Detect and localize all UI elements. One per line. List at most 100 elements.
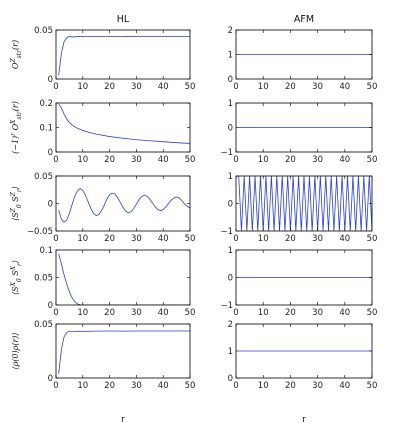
x-tick-label: 20 [104,234,115,244]
x-tick-label: 40 [158,234,169,244]
y-tick-label: −0.05 [27,227,53,237]
y-tick-label: 0.05 [34,320,53,330]
x-tick-label: 50 [185,234,196,244]
y-tick-label: 0.05 [34,172,53,182]
x-tick-label: 30 [312,308,323,318]
series-line-1-0-0 [58,103,190,144]
x-tick-label: 40 [158,308,169,318]
x-tick-label: 20 [104,381,115,391]
x-tick-label: 20 [104,308,115,318]
panel-3-0: 0 10 20 30 40 50 0 0.05 0.1 ⟨SX0 SXr⟩ [10,246,195,318]
y-tick-label: 0.2 [39,99,53,109]
panel-0-1: 0 10 20 30 40 50 0 1 2 [228,26,378,92]
x-tick-label: 10 [258,82,269,92]
x-tick-label: 0 [233,82,238,92]
x-tick-label: 40 [158,155,169,165]
y-tick-label: 1 [228,246,233,256]
plot-frame [55,175,191,232]
x-tick-label: 0 [53,234,58,244]
x-tick-label: 10 [258,155,269,165]
y-tick-label: 0.1 [39,246,53,256]
x-tick-label: 50 [367,234,378,244]
x-tick-label: 30 [131,155,142,165]
x-tick-label: 20 [104,155,115,165]
y-tick-label: 0 [228,75,233,85]
y-tick-label: 1 [228,347,233,357]
x-tick-label: 10 [258,381,269,391]
x-tick-label: 30 [312,82,323,92]
x-tick-label: 40 [339,234,350,244]
x-tick-label: 30 [312,155,323,165]
x-tick-label: 40 [339,155,350,165]
panel-3-1: 0 10 20 30 40 50−101 [220,246,377,318]
x-axis-label-afm: r [302,415,306,423]
series-line-2-1-0 [238,176,372,231]
x-tick-label: 40 [339,82,350,92]
y-tick-label: 0 [228,374,233,384]
x-tick-label: 0 [53,155,58,165]
y-tick-label: 0 [228,200,233,210]
x-tick-label: 20 [285,234,296,244]
x-tick-label: 10 [77,155,88,165]
x-tick-label: 0 [53,308,58,318]
x-tick-label: 10 [258,308,269,318]
x-tick-label: 40 [339,308,350,318]
y-tick-label: 0 [48,200,53,210]
x-tick-label: 10 [77,234,88,244]
x-tick-label: 30 [131,234,142,244]
y-tick-label: 2 [228,26,233,36]
x-tick-label: 50 [367,381,378,391]
x-tick-label: 0 [53,82,58,92]
y-axis-label: ⟨SZ0 SZr⟩ [10,186,23,221]
plot-frame [55,323,191,379]
x-tick-label: 50 [185,155,196,165]
x-tick-label: 20 [285,155,296,165]
x-tick-label: 50 [367,308,378,318]
x-tick-label: 10 [77,381,88,391]
y-tick-label: 0 [48,301,53,311]
y-axis-label: ⟨ρ(0)ρ(r)⟩ [11,332,20,369]
x-tick-label: 50 [185,308,196,318]
x-tick-label: 0 [53,381,58,391]
y-tick-label: 1 [228,172,233,182]
plot-frame [55,29,191,80]
y-tick-label: −1 [220,148,233,158]
x-tick-label: 0 [233,308,238,318]
y-tick-label: 0.1 [39,124,53,134]
y-tick-label: 0.05 [34,26,53,36]
y-tick-label: 0.05 [34,274,53,284]
panel-1-0: 0 10 20 30 40 50 0 0.1 0.2 (−1)r OXstr(r) [10,99,195,165]
x-tick-label: 20 [285,82,296,92]
y-tick-label: −1 [220,227,233,237]
x-tick-label: 30 [312,381,323,391]
panel-0-0: 0 10 20 30 40 50 0 0.05 OZstr(r) [10,26,195,92]
x-tick-label: 40 [158,381,169,391]
x-tick-label: 10 [77,308,88,318]
x-tick-label: 10 [77,82,88,92]
column-title-afm: AFM [294,14,314,25]
panel-2-1: 0 10 20 30 40 50−101 [220,172,377,244]
x-tick-label: 40 [339,381,350,391]
series-line-2-0-0 [58,188,190,223]
y-tick-label: 2 [228,320,233,330]
x-tick-label: 30 [131,82,142,92]
x-tick-label: 50 [185,381,196,391]
x-tick-label: 20 [285,308,296,318]
x-tick-label: 50 [185,82,196,92]
series-line-0-0-0 [58,35,190,76]
series-line-3-0-0 [58,253,190,305]
y-tick-label: 0 [48,374,53,384]
y-axis-label: OZstr(r) [10,40,23,69]
y-tick-label: 0 [228,274,233,284]
y-tick-label: 0 [228,124,233,134]
y-tick-label: 1 [228,51,233,61]
x-axis-label-hl: r [121,415,125,423]
x-tick-label: 10 [258,234,269,244]
y-axis-label: (−1)r OXstr(r) [10,101,23,154]
y-axis-label: ⟨SX0 SXr⟩ [10,260,23,295]
panel-1-1: 0 10 20 30 40 50−101 [220,99,377,165]
series-line-4-0-0 [58,330,190,374]
x-tick-label: 30 [131,381,142,391]
